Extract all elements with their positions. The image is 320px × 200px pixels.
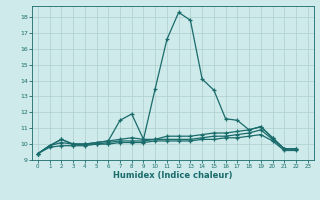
X-axis label: Humidex (Indice chaleur): Humidex (Indice chaleur) xyxy=(113,171,233,180)
